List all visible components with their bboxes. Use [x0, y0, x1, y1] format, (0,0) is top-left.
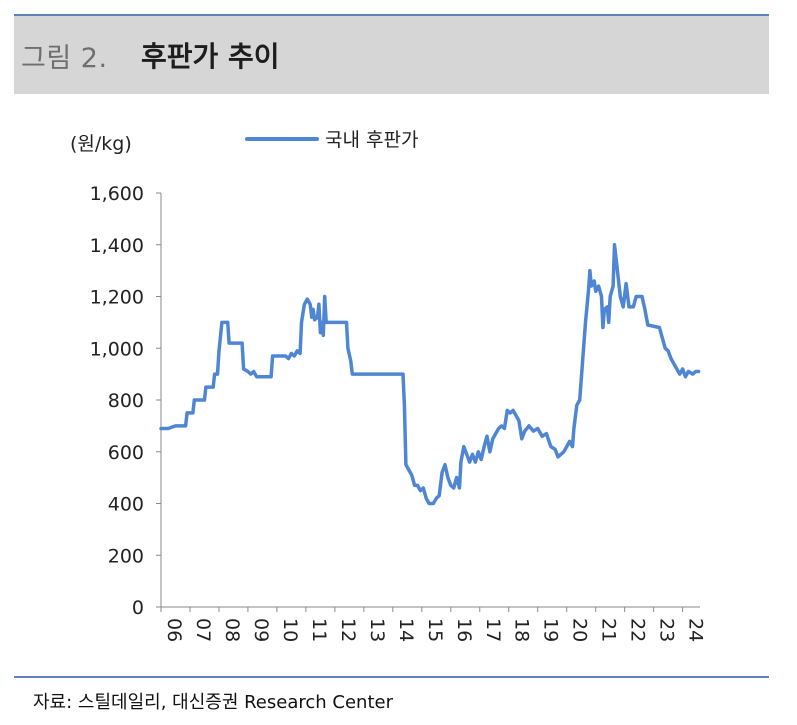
y-tick-label: 1,400: [90, 235, 144, 257]
x-tick-label: 18: [511, 618, 533, 642]
y-axis: 0 200 400 600 800 1,000 1,200 1,400 1,600: [90, 183, 161, 619]
y-tick-label: 800: [108, 390, 144, 412]
x-tick-label: 24: [685, 618, 707, 642]
x-tick-label: 22: [627, 618, 649, 642]
x-tick-label: 07: [192, 618, 214, 642]
bottom-rule: [14, 676, 769, 678]
x-tick-label: 19: [540, 618, 562, 642]
x-tick-label: 10: [279, 618, 301, 642]
x-tick-label: 11: [308, 618, 330, 642]
legend-label: 국내 후판가: [325, 129, 418, 151]
y-tick-label: 1,000: [90, 338, 144, 360]
figure-title: 후판가 추이: [141, 40, 280, 73]
x-tick-label: 08: [221, 618, 243, 642]
y-tick-label: 200: [108, 545, 144, 567]
y-tick-label: 1,200: [90, 287, 144, 309]
x-tick-label: 14: [395, 618, 417, 642]
y-axis-unit: (원/kg): [70, 133, 132, 155]
x-tick-label: 09: [250, 618, 272, 642]
x-tick-label: 12: [337, 618, 359, 642]
y-tick-label: 600: [108, 442, 144, 464]
x-tick-label: 16: [453, 618, 475, 642]
x-tick-label: 23: [656, 618, 678, 642]
figure-label: 그림 2.: [21, 43, 108, 74]
x-tick-label: 15: [424, 618, 446, 642]
x-tick-label: 17: [482, 618, 504, 642]
x-axis: 06 07 08 09 10 11 12 13 14 15 16 17 18 19 20 21 22 23 24: [160, 607, 707, 642]
x-tick-label: 13: [366, 618, 388, 642]
y-tick-label: 400: [108, 494, 144, 516]
title-band: [14, 16, 769, 94]
source-note: 자료: 스틸데일리, 대신증권 Research Center: [33, 692, 393, 713]
x-tick-label: 21: [598, 618, 620, 642]
top-rule: [14, 14, 769, 16]
x-tick-label: 20: [569, 618, 591, 642]
x-tick-label: 06: [163, 618, 185, 642]
y-tick-label: 1,600: [90, 183, 144, 205]
y-tick-label: 0: [132, 597, 144, 619]
series-line-domestic-plate-price: [159, 243, 701, 506]
